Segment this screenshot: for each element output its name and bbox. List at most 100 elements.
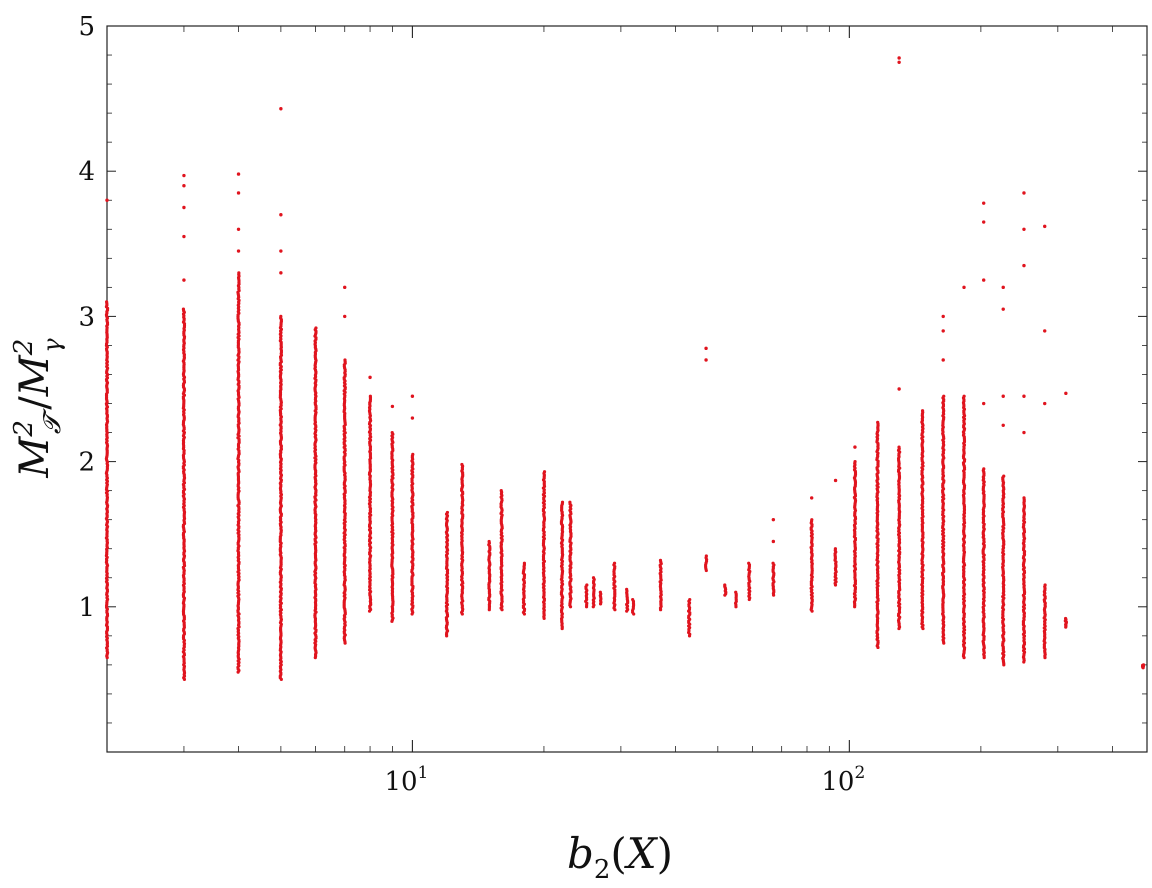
data-point — [771, 561, 775, 565]
data-point — [876, 420, 880, 424]
data-point — [182, 173, 186, 178]
data-point — [1043, 401, 1047, 406]
data-point — [1022, 430, 1026, 435]
data-point — [1001, 307, 1005, 311]
data-point — [279, 213, 283, 217]
data-point — [658, 558, 663, 562]
data-point — [368, 375, 372, 380]
x-axis-title: b2(X) — [567, 829, 673, 885]
x-tick-label: 102 — [821, 763, 865, 797]
data-point — [704, 346, 708, 351]
data-point — [734, 590, 738, 594]
data-point — [236, 249, 241, 253]
data-point — [236, 172, 241, 176]
x-tick-label: 101 — [384, 763, 428, 797]
data-point — [460, 462, 464, 467]
data-point — [410, 416, 415, 420]
data-point — [1001, 285, 1005, 290]
data-point — [279, 107, 283, 111]
data-point — [1001, 423, 1005, 427]
y-tick-label: 2 — [78, 448, 95, 478]
data-point — [723, 583, 727, 587]
data-point — [1002, 474, 1006, 478]
data-point — [390, 404, 395, 409]
data-point — [897, 56, 901, 60]
data-point — [568, 500, 572, 504]
data-point — [810, 518, 814, 522]
data-point — [1043, 329, 1047, 333]
data-point — [522, 561, 527, 565]
data-point — [343, 285, 347, 290]
data-point — [612, 561, 617, 565]
data-point — [182, 205, 186, 210]
data-point — [343, 358, 347, 362]
data-point — [853, 460, 857, 464]
axis-ticks: 1 2 3 4 5 101 102 — [78, 12, 1147, 797]
data-point — [982, 220, 986, 224]
data-point — [962, 285, 966, 290]
data-point — [833, 547, 838, 551]
data-point — [343, 314, 347, 319]
y-axis-title: M2𝓣/M2γ — [9, 338, 66, 479]
y-tick-label: 3 — [78, 302, 95, 332]
data-point — [1063, 616, 1068, 621]
data-point — [1141, 663, 1146, 667]
data-point — [236, 227, 241, 231]
data-point — [279, 271, 283, 275]
data-point — [105, 198, 109, 202]
data-point — [105, 300, 109, 304]
data-point — [182, 184, 186, 188]
data-point — [542, 470, 547, 474]
data-points — [104, 56, 1146, 682]
data-point — [236, 191, 241, 195]
data-point — [1022, 227, 1026, 231]
data-point — [941, 329, 945, 333]
data-point — [591, 576, 596, 580]
data-point — [279, 314, 283, 318]
data-point — [487, 539, 491, 544]
data-point — [499, 489, 503, 493]
data-point — [941, 358, 945, 362]
data-point — [833, 478, 838, 483]
y-tick-label: 1 — [78, 593, 95, 623]
data-point — [747, 561, 751, 565]
data-point — [182, 234, 186, 239]
data-point — [704, 554, 708, 558]
data-point — [982, 201, 986, 205]
data-point — [982, 278, 986, 282]
plot-frame — [106, 25, 1148, 753]
y-tick-label: 5 — [78, 12, 95, 42]
data-point — [445, 510, 450, 515]
data-point — [279, 249, 283, 253]
data-point — [897, 387, 901, 391]
data-point — [631, 597, 635, 602]
data-point — [182, 278, 186, 282]
data-point — [625, 587, 629, 591]
data-point — [941, 314, 945, 319]
data-point — [704, 358, 708, 362]
data-point — [942, 394, 946, 398]
data-point — [560, 500, 565, 504]
data-point — [920, 409, 925, 413]
data-point — [314, 326, 318, 330]
data-point — [688, 597, 692, 602]
data-point — [982, 401, 986, 406]
data-point — [181, 307, 186, 311]
data-point — [368, 394, 372, 398]
data-point — [585, 583, 589, 587]
data-point — [410, 394, 415, 398]
data-point — [411, 452, 415, 456]
data-point — [982, 467, 986, 471]
data-point — [1022, 394, 1026, 398]
data-point — [1043, 224, 1047, 229]
data-point — [1064, 391, 1068, 396]
data-point — [1001, 394, 1005, 398]
data-point — [1022, 496, 1026, 500]
svg-text:M2𝓣/M2γ: M2𝓣/M2γ — [9, 338, 66, 479]
data-point — [1022, 191, 1026, 195]
data-point — [771, 539, 776, 544]
y-tick-label: 4 — [78, 157, 95, 187]
data-point — [1043, 583, 1047, 587]
data-point — [598, 590, 602, 594]
data-point — [962, 394, 966, 398]
